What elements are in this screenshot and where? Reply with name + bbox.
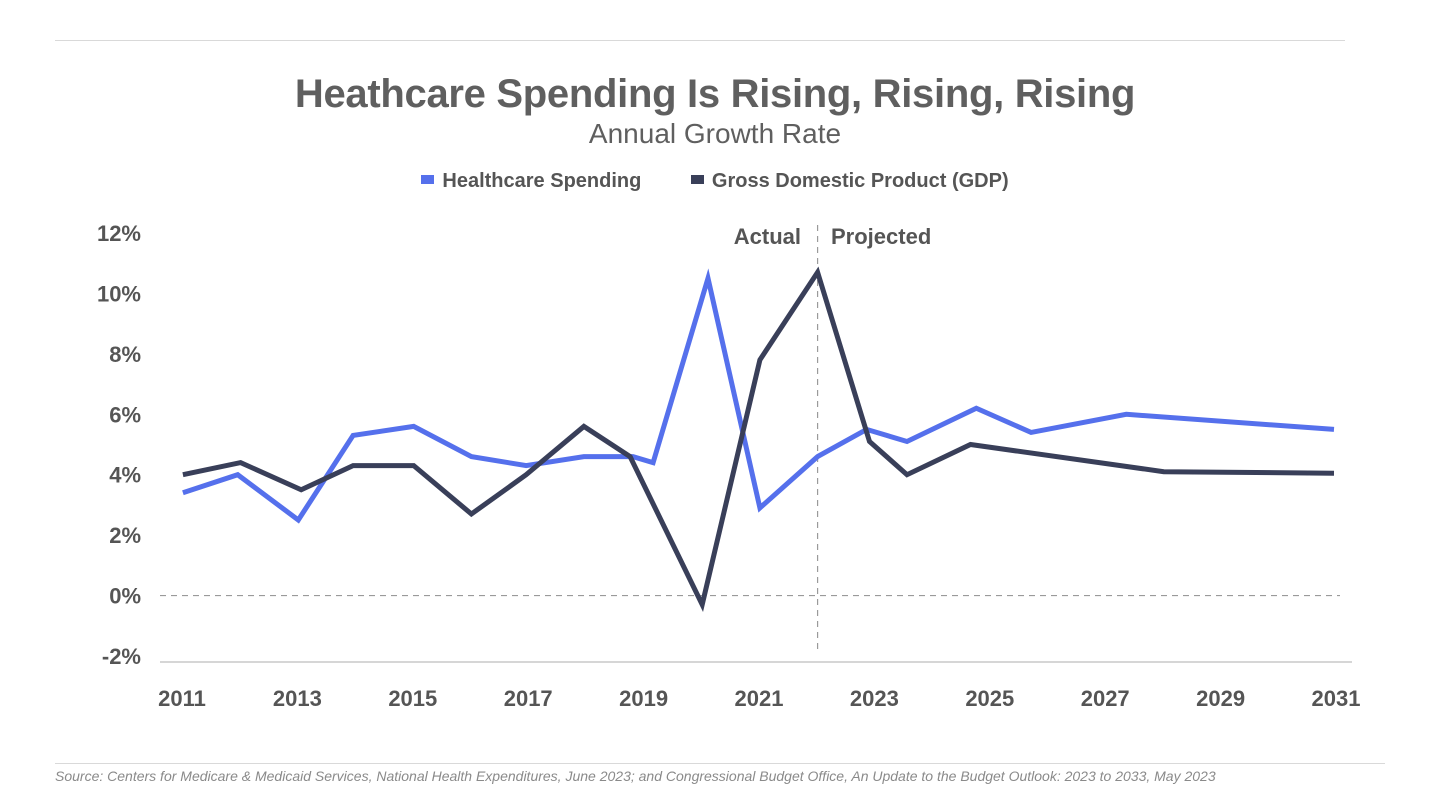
x-tick-label: 2027 — [1081, 686, 1130, 711]
legend-item-gdp: Gross Domestic Product (GDP) — [690, 170, 1009, 193]
chart-subtitle: Annual Growth Rate — [588, 118, 842, 149]
line-chart: 12% 10% 8% 6% 4% 2% 0% -2% 2011 2013 2015 2017 2019… — [97, 221, 1361, 711]
legend-swatch-gdp — [690, 175, 704, 185]
reference-lines — [160, 225, 1340, 652]
legend-label-healthcare-spending: Healthcare Spending — [442, 170, 642, 192]
x-tick-label: 2025 — [965, 686, 1014, 711]
y-tick-label: 10% — [97, 281, 141, 306]
legend-label-gdp: Gross Domestic Product (GDP) — [711, 170, 1009, 192]
y-axis-tick-labels: 12% 10% 8% 6% 4% 2% 0% -2% — [97, 221, 141, 669]
top-divider — [55, 40, 1345, 41]
series-line-gdp — [182, 266, 1335, 612]
y-tick-label: -2% — [102, 644, 141, 669]
x-tick-label: 2029 — [1196, 686, 1245, 711]
annotation-projected: Projected — [831, 224, 931, 249]
x-tick-label: 2019 — [619, 686, 668, 711]
bottom-divider — [55, 763, 1385, 764]
y-tick-label: 8% — [109, 342, 141, 367]
x-tick-label: 2013 — [273, 686, 322, 711]
x-tick-label: 2015 — [388, 686, 437, 711]
legend-swatch-healthcare-spending — [421, 175, 435, 185]
x-tick-label: 2023 — [850, 686, 899, 711]
x-tick-label: 2021 — [735, 686, 784, 711]
series-lines — [182, 266, 1335, 612]
chart-legend: Healthcare Spending Gross Domestic Produ… — [0, 170, 1430, 193]
x-tick-label: 2017 — [504, 686, 553, 711]
source-note: Source: Centers for Medicare & Medicaid … — [55, 768, 1216, 784]
y-tick-label: 2% — [109, 523, 141, 548]
series-line-healthcare-spending — [182, 268, 1335, 524]
y-tick-label: 12% — [97, 221, 141, 246]
annotation-actual: Actual — [734, 224, 801, 249]
chart-title: Heathcare Spending Is Rising, Rising, Ri… — [294, 72, 1136, 116]
x-axis-tick-labels: 2011 2013 2015 2017 2019 2021 2023 2025 2027 2029… — [158, 686, 1360, 711]
y-tick-label: 4% — [109, 463, 141, 488]
x-tick-label: 2031 — [1312, 686, 1361, 711]
y-tick-label: 6% — [109, 402, 141, 427]
legend-item-healthcare-spending: Healthcare Spending — [421, 170, 641, 193]
x-tick-label: 2011 — [158, 686, 206, 711]
y-tick-label: 0% — [109, 584, 141, 609]
